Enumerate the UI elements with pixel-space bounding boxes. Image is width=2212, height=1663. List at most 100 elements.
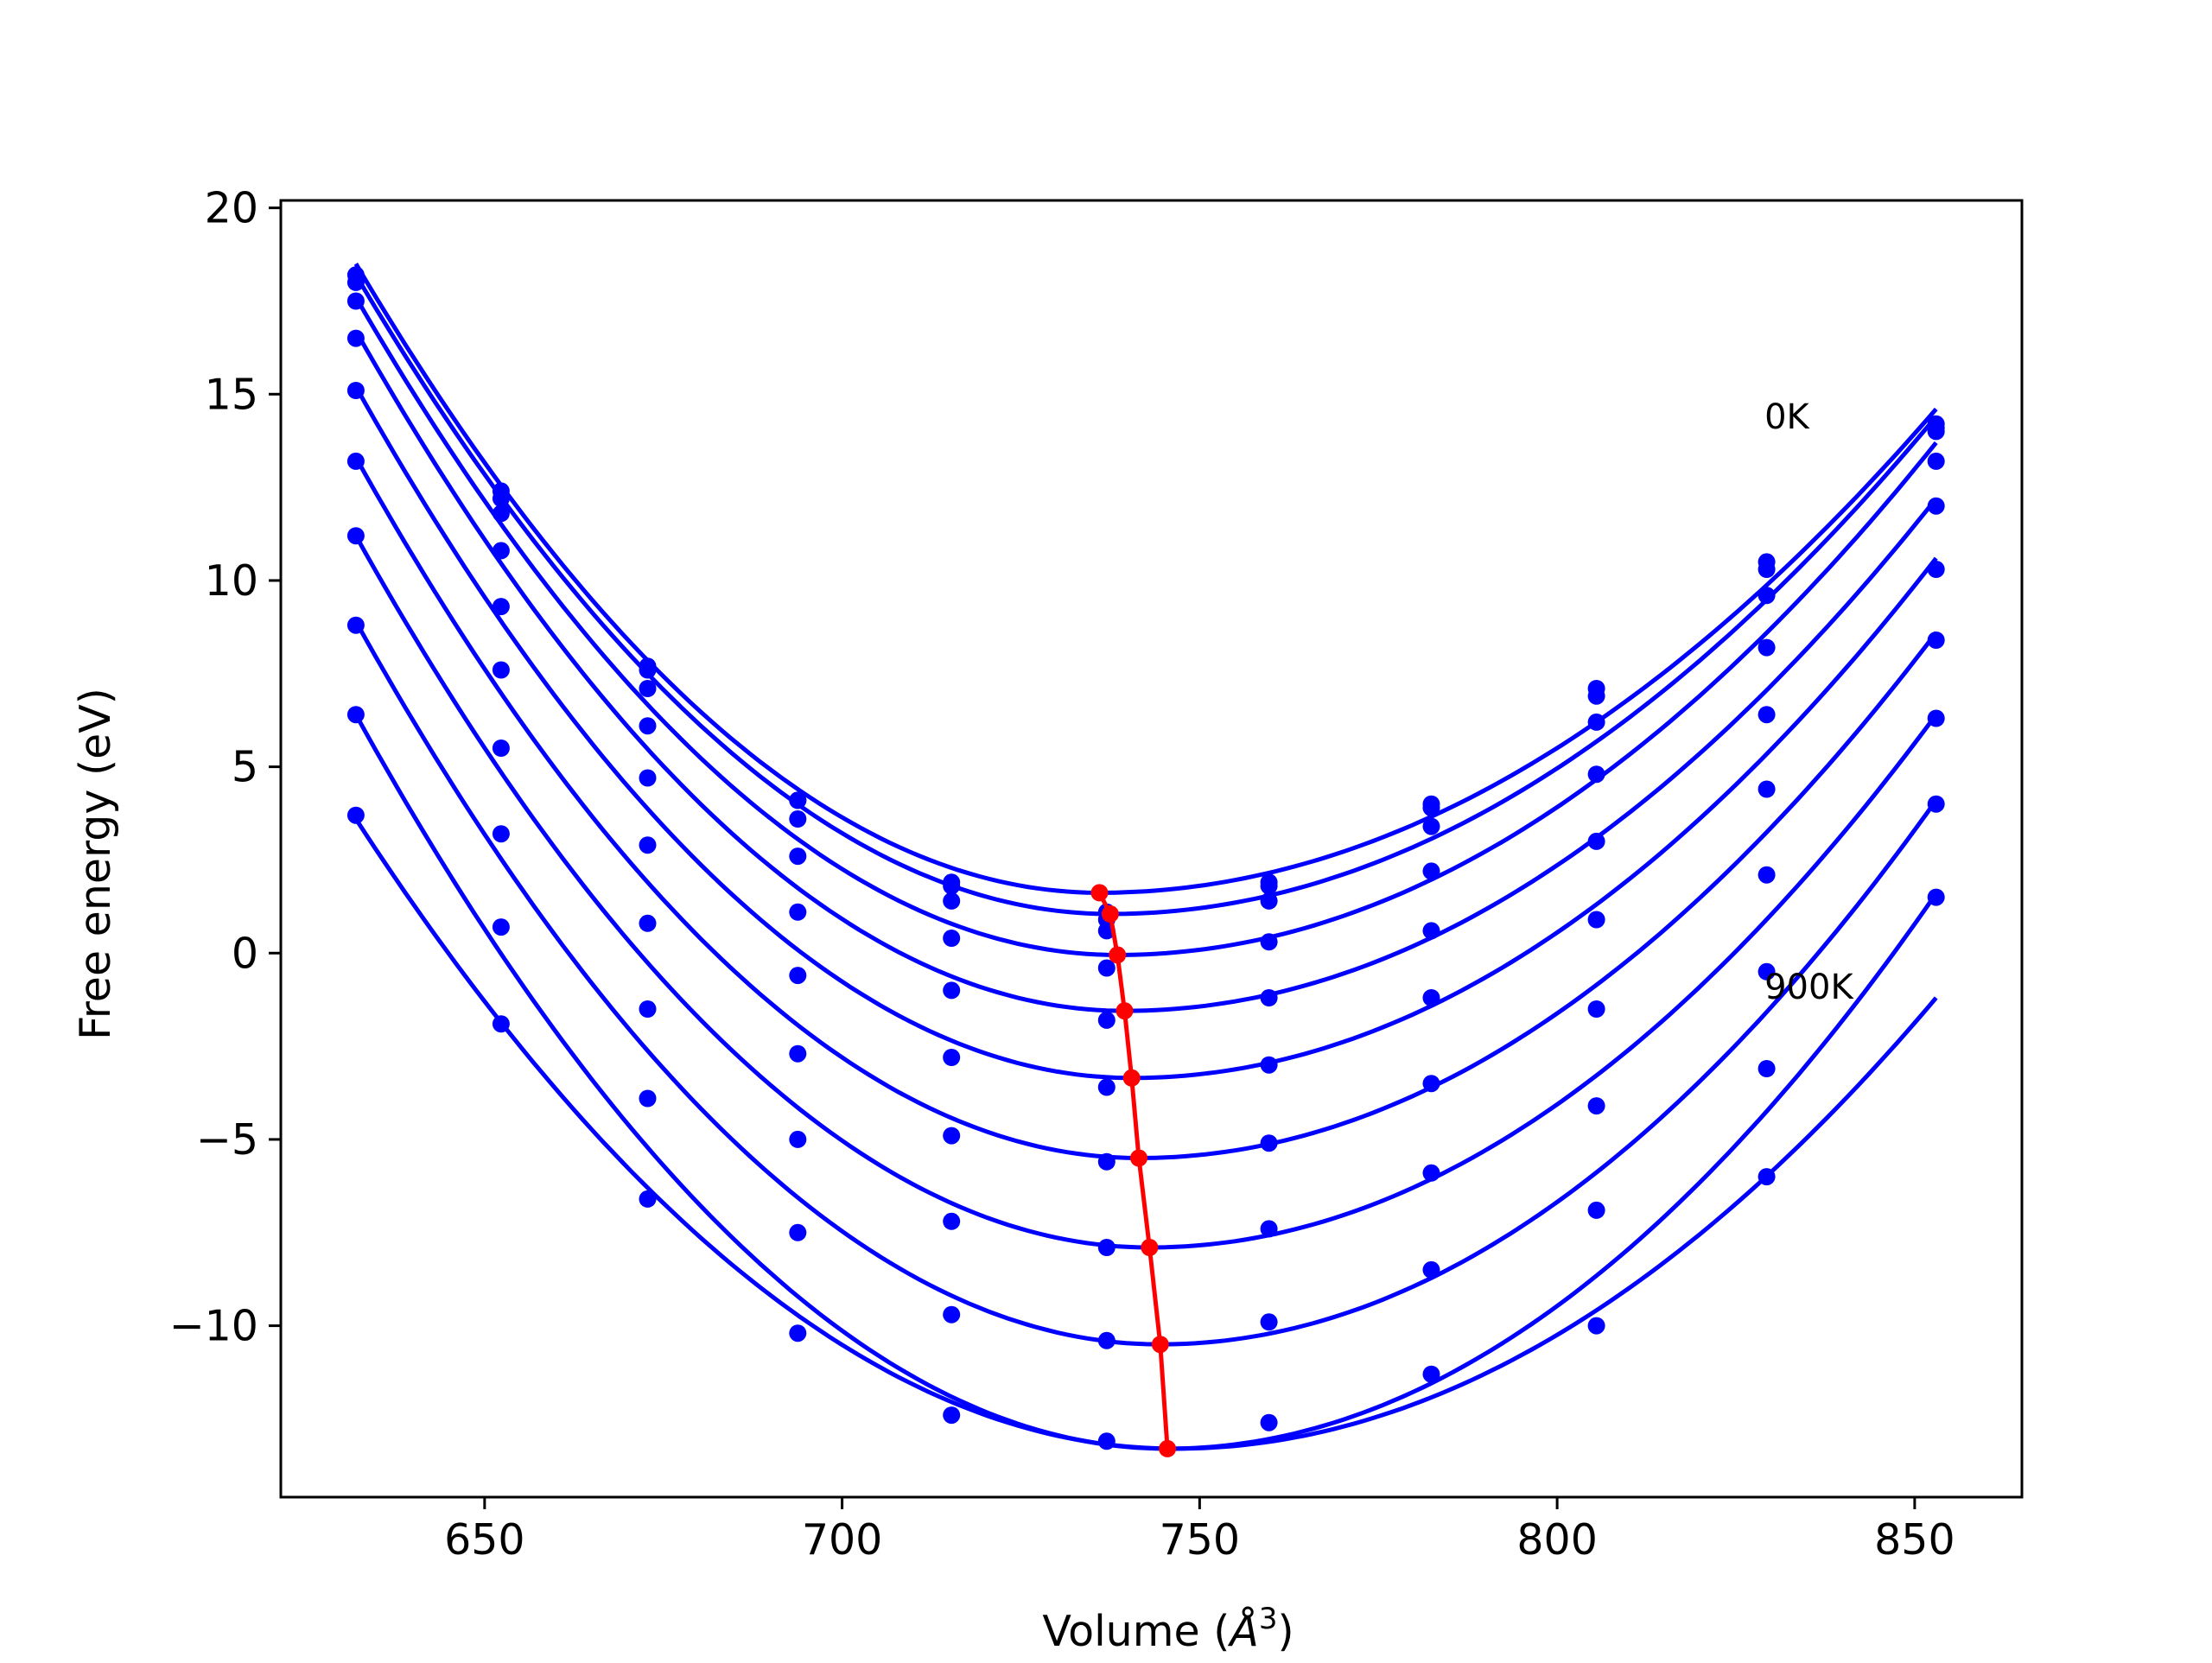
data-point-8-5 — [1097, 1331, 1116, 1349]
data-point-6-0 — [346, 527, 365, 545]
data-point-2-2 — [639, 680, 657, 697]
minimum-point-7 — [1151, 1336, 1169, 1354]
data-point-9-0 — [346, 806, 365, 824]
data-point-3-1 — [492, 542, 510, 560]
data-point-7-3 — [789, 1130, 807, 1148]
data-point-7-9 — [1758, 962, 1776, 981]
data-point-6-9 — [1758, 866, 1776, 884]
data-point-4-3 — [789, 903, 807, 921]
data-point-8-8 — [1587, 1201, 1605, 1219]
data-point-3-0 — [346, 329, 365, 347]
data-point-5-0 — [346, 452, 365, 470]
x-tick-label-3: 800 — [1516, 1515, 1598, 1565]
data-point-6-5 — [1097, 1152, 1116, 1171]
data-point-3-10 — [1927, 452, 1945, 470]
data-point-4-8 — [1587, 832, 1605, 850]
curve-line-1 — [353, 274, 1938, 917]
data-point-5-6 — [1260, 1056, 1278, 1074]
data-point-3-4 — [943, 930, 961, 947]
data-point-8-3 — [789, 1223, 807, 1241]
data-point-8-9 — [1758, 1060, 1776, 1077]
data-point-9-7 — [1422, 1365, 1440, 1383]
data-point-3-9 — [1758, 638, 1776, 657]
data-point-1-1 — [492, 490, 510, 508]
data-point-9-9 — [1758, 1168, 1776, 1186]
data-point-5-8 — [1587, 911, 1605, 929]
data-point-4-4 — [943, 981, 961, 1000]
data-point-5-5 — [1097, 1078, 1116, 1096]
data-point-6-3 — [789, 1044, 807, 1063]
data-point-4-5 — [1097, 1011, 1116, 1029]
data-point-1-0 — [346, 273, 365, 291]
axes-layer — [269, 199, 2024, 1509]
points-layer — [346, 266, 1945, 1450]
curve-line-4 — [353, 385, 1938, 1081]
curve-line-0 — [353, 263, 1938, 895]
data-point-8-7 — [1422, 1260, 1440, 1279]
data-point-7-8 — [1587, 1097, 1605, 1115]
data-point-9-6 — [1260, 1413, 1278, 1431]
minimum-point-8 — [1159, 1439, 1177, 1457]
minimum-point-6 — [1141, 1239, 1159, 1256]
data-point-1-6 — [1260, 877, 1278, 895]
data-point-1-3 — [789, 791, 807, 809]
data-point-8-2 — [639, 1089, 657, 1108]
data-point-5-3 — [789, 967, 807, 985]
minimum-point-0 — [1090, 884, 1109, 902]
data-point-3-3 — [789, 847, 807, 866]
data-point-3-8 — [1587, 765, 1605, 784]
y-tick-label-4: 0 — [232, 929, 258, 978]
annotation-0: 0K — [1764, 397, 1810, 437]
minimum-point-1 — [1101, 905, 1119, 923]
labels-layer: Volume (Å3) Free energy (eV) 650 700 750 80… — [71, 184, 1955, 1656]
data-point-1-2 — [639, 661, 657, 679]
x-tick-label-2: 750 — [1160, 1515, 1241, 1565]
data-point-2-10 — [1927, 422, 1945, 441]
annotation-1: 900K — [1764, 968, 1854, 1007]
data-point-3-7 — [1422, 862, 1440, 880]
data-point-4-6 — [1260, 989, 1278, 1006]
minimum-point-5 — [1130, 1149, 1147, 1167]
data-point-6-10 — [1927, 632, 1945, 649]
data-point-7-4 — [943, 1212, 961, 1230]
y-tick-label-5: −5 — [196, 1115, 258, 1165]
data-point-3-5 — [1097, 959, 1116, 977]
data-point-2-4 — [943, 892, 961, 910]
curve-line-9 — [353, 817, 1938, 1451]
data-point-6-6 — [1260, 1134, 1278, 1152]
curve-line-3 — [353, 329, 1938, 1013]
data-point-6-4 — [943, 1127, 961, 1145]
data-point-7-1 — [492, 825, 510, 843]
data-point-7-0 — [346, 616, 365, 634]
data-point-2-7 — [1422, 817, 1440, 835]
data-point-1-9 — [1758, 561, 1776, 578]
data-point-2-1 — [492, 505, 510, 523]
data-point-4-1 — [492, 598, 510, 616]
data-point-6-7 — [1422, 1075, 1440, 1093]
x-tick-label-0: 650 — [444, 1515, 525, 1565]
x-tick-label-1: 700 — [802, 1515, 883, 1565]
data-point-7-6 — [1260, 1220, 1278, 1238]
data-point-5-9 — [1758, 780, 1776, 798]
minimum-line-layer — [1090, 884, 1177, 1457]
data-point-8-6 — [1260, 1313, 1278, 1331]
data-point-9-2 — [639, 1190, 657, 1208]
curve-line-7 — [353, 620, 1938, 1347]
data-point-3-2 — [639, 717, 657, 735]
data-point-7-10 — [1927, 709, 1945, 727]
data-point-4-0 — [346, 382, 365, 399]
data-point-4-10 — [1927, 497, 1945, 515]
data-point-8-4 — [943, 1305, 961, 1323]
data-point-7-5 — [1097, 1239, 1116, 1256]
data-point-4-2 — [639, 769, 657, 787]
data-point-2-6 — [1260, 892, 1278, 910]
minimum-point-3 — [1116, 1002, 1134, 1020]
data-point-9-4 — [943, 1406, 961, 1425]
data-point-8-0 — [346, 706, 365, 724]
data-point-2-0 — [346, 292, 365, 310]
data-point-7-7 — [1422, 1164, 1440, 1182]
y-tick-label-6: −10 — [169, 1302, 258, 1351]
